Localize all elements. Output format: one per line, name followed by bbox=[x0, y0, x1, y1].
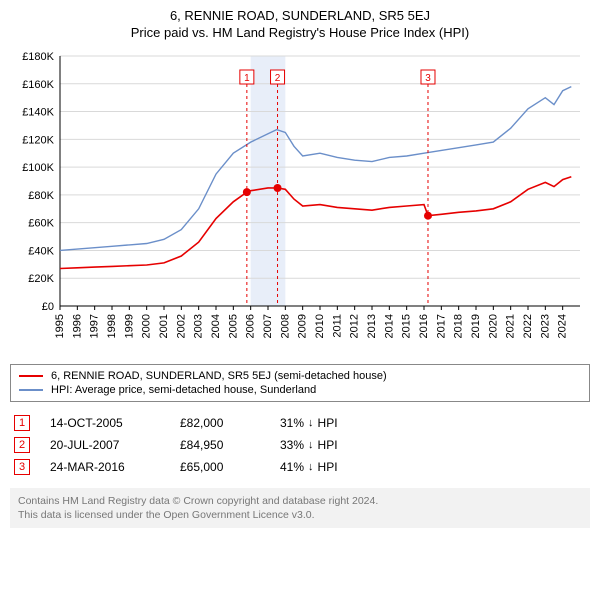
legend-swatch bbox=[19, 389, 43, 391]
legend-item: HPI: Average price, semi-detached house,… bbox=[19, 383, 581, 397]
svg-text:£40K: £40K bbox=[28, 245, 54, 257]
sale-price: £82,000 bbox=[180, 416, 260, 430]
svg-text:2004: 2004 bbox=[210, 314, 222, 338]
svg-text:1998: 1998 bbox=[106, 314, 118, 338]
svg-text:1999: 1999 bbox=[123, 314, 135, 338]
footer-line-2: This data is licensed under the Open Gov… bbox=[18, 508, 582, 522]
svg-text:2024: 2024 bbox=[557, 314, 569, 338]
sales-table: 1 14-OCT-2005 £82,000 31% ↓ HPI 2 20-JUL-2007 £8… bbox=[10, 412, 590, 478]
footer-line-1: Contains HM Land Registry data © Crown c… bbox=[18, 494, 582, 508]
legend-label: 6, RENNIE ROAD, SUNDERLAND, SR5 5EJ (sem… bbox=[51, 370, 387, 382]
sale-diff-pct: 31% bbox=[280, 416, 304, 430]
svg-text:2002: 2002 bbox=[175, 314, 187, 338]
sale-diff-suffix: HPI bbox=[318, 460, 338, 474]
sale-diff-pct: 33% bbox=[280, 438, 304, 452]
legend-swatch bbox=[19, 375, 43, 377]
line-chart-svg: £0 £20K £40K £60K £80K £100K £120K £140K £160K £1… bbox=[10, 46, 590, 356]
svg-text:£80K: £80K bbox=[28, 190, 54, 202]
svg-text:£160K: £160K bbox=[22, 79, 54, 91]
title-line-1: 6, RENNIE ROAD, SUNDERLAND, SR5 5EJ bbox=[10, 8, 590, 23]
svg-text:2013: 2013 bbox=[366, 314, 378, 338]
svg-text:£100K: £100K bbox=[22, 162, 54, 174]
sale-row: 3 24-MAR-2016 £65,000 41% ↓ HPI bbox=[10, 456, 590, 478]
sale-diff-suffix: HPI bbox=[318, 438, 338, 452]
svg-text:2021: 2021 bbox=[505, 314, 517, 338]
sale-diff-suffix: HPI bbox=[318, 416, 338, 430]
arrow-down-icon: ↓ bbox=[308, 417, 314, 429]
legend: 6, RENNIE ROAD, SUNDERLAND, SR5 5EJ (sem… bbox=[10, 364, 590, 402]
sale-date: 14-OCT-2005 bbox=[50, 416, 160, 430]
svg-text:2000: 2000 bbox=[141, 314, 153, 338]
svg-text:1: 1 bbox=[244, 73, 250, 84]
sale-row: 1 14-OCT-2005 £82,000 31% ↓ HPI bbox=[10, 412, 590, 434]
svg-text:£20K: £20K bbox=[28, 273, 54, 285]
svg-text:1995: 1995 bbox=[54, 314, 66, 338]
sale-marker-box: 2 bbox=[14, 437, 30, 453]
legend-item: 6, RENNIE ROAD, SUNDERLAND, SR5 5EJ (sem… bbox=[19, 369, 581, 383]
svg-text:£140K: £140K bbox=[22, 107, 54, 119]
sale-row: 2 20-JUL-2007 £84,950 33% ↓ HPI bbox=[10, 434, 590, 456]
svg-text:2010: 2010 bbox=[314, 314, 326, 338]
svg-text:£180K: £180K bbox=[22, 51, 54, 63]
sale-diff: 31% ↓ HPI bbox=[280, 416, 338, 430]
sale-price: £65,000 bbox=[180, 460, 260, 474]
chart-area: £0 £20K £40K £60K £80K £100K £120K £140K £160K £1… bbox=[10, 46, 590, 356]
svg-text:2008: 2008 bbox=[279, 314, 291, 338]
title-line-2: Price paid vs. HM Land Registry's House … bbox=[10, 25, 590, 40]
svg-text:£0: £0 bbox=[42, 301, 54, 313]
arrow-down-icon: ↓ bbox=[308, 439, 314, 451]
sale-date: 20-JUL-2007 bbox=[50, 438, 160, 452]
svg-text:£60K: £60K bbox=[28, 218, 54, 230]
svg-text:2003: 2003 bbox=[193, 314, 205, 338]
svg-text:3: 3 bbox=[425, 73, 431, 84]
sale-marker-box: 1 bbox=[14, 415, 30, 431]
sale-date: 24-MAR-2016 bbox=[50, 460, 160, 474]
svg-text:2011: 2011 bbox=[331, 314, 343, 338]
svg-text:2023: 2023 bbox=[539, 314, 551, 338]
svg-text:2014: 2014 bbox=[383, 314, 395, 338]
svg-text:2019: 2019 bbox=[470, 314, 482, 338]
svg-text:2005: 2005 bbox=[227, 314, 239, 338]
legend-label: HPI: Average price, semi-detached house,… bbox=[51, 384, 316, 396]
svg-text:1996: 1996 bbox=[71, 314, 83, 338]
svg-text:2009: 2009 bbox=[297, 314, 309, 338]
svg-text:£120K: £120K bbox=[22, 134, 54, 146]
svg-text:2001: 2001 bbox=[158, 314, 170, 338]
svg-text:2017: 2017 bbox=[435, 314, 447, 338]
svg-text:2015: 2015 bbox=[401, 314, 413, 338]
svg-text:1997: 1997 bbox=[89, 314, 101, 338]
svg-text:2012: 2012 bbox=[349, 314, 361, 338]
chart-container: 6, RENNIE ROAD, SUNDERLAND, SR5 5EJ Pric… bbox=[0, 0, 600, 538]
svg-text:2022: 2022 bbox=[522, 314, 534, 338]
sale-diff: 41% ↓ HPI bbox=[280, 460, 338, 474]
svg-text:2018: 2018 bbox=[453, 314, 465, 338]
sale-price: £84,950 bbox=[180, 438, 260, 452]
sale-diff-pct: 41% bbox=[280, 460, 304, 474]
sale-marker-box: 3 bbox=[14, 459, 30, 475]
arrow-down-icon: ↓ bbox=[308, 461, 314, 473]
sale-diff: 33% ↓ HPI bbox=[280, 438, 338, 452]
attribution-footer: Contains HM Land Registry data © Crown c… bbox=[10, 488, 590, 528]
chart-titles: 6, RENNIE ROAD, SUNDERLAND, SR5 5EJ Pric… bbox=[10, 8, 590, 40]
svg-text:2016: 2016 bbox=[418, 314, 430, 338]
svg-text:2006: 2006 bbox=[245, 314, 257, 338]
svg-text:2007: 2007 bbox=[262, 314, 274, 338]
svg-text:2: 2 bbox=[275, 73, 281, 84]
svg-text:2020: 2020 bbox=[487, 314, 499, 338]
